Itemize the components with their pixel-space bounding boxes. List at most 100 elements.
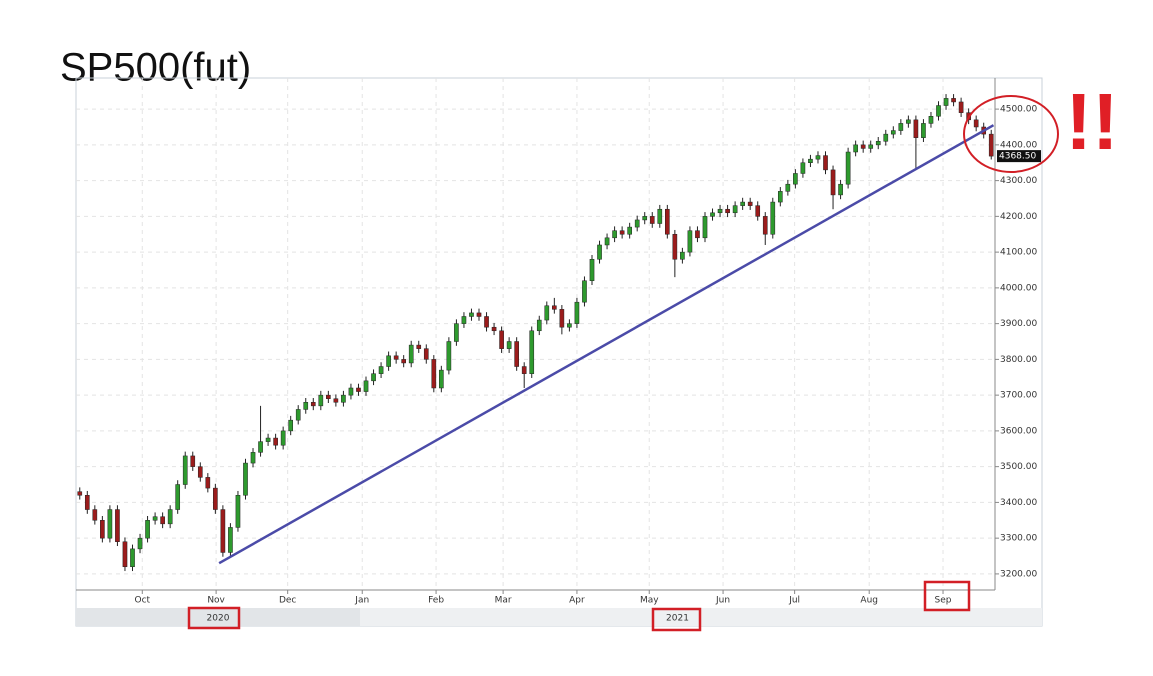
trend-line [218, 124, 995, 565]
candle-body [755, 205, 761, 217]
candle-body [167, 509, 173, 525]
candle-body [431, 359, 437, 389]
candle-body [258, 441, 263, 453]
candle-body [514, 341, 519, 367]
candle-body [122, 541, 128, 568]
candle-body [552, 305, 557, 310]
candle-body [92, 509, 98, 521]
candle-body [378, 366, 384, 374]
candle-body [250, 452, 256, 464]
candle-body [333, 398, 339, 403]
candle-body [988, 133, 994, 157]
candle-body [348, 387, 354, 396]
y-tick-label: 4300.00 [1000, 176, 1037, 186]
candle-body [100, 520, 105, 539]
y-tick-label: 3800.00 [1000, 355, 1037, 365]
candle-body [853, 144, 858, 153]
candle-body [205, 477, 211, 489]
candle-body [695, 230, 700, 239]
candle-body [785, 183, 791, 192]
x-tick-label: Oct [135, 596, 151, 606]
candle-body [310, 402, 316, 407]
candle-body [326, 394, 331, 399]
highlight-box [923, 580, 971, 612]
candle-body [634, 219, 640, 228]
candle-body [928, 116, 934, 124]
x-tick-label: Jul [788, 596, 800, 606]
highlight-box [651, 607, 702, 632]
candle-body [446, 341, 452, 371]
x-tick-label: Jan [354, 596, 369, 606]
candle-body [777, 191, 783, 203]
candle-body [280, 430, 286, 446]
candle-body [589, 259, 595, 281]
highlight-circle [963, 95, 1059, 173]
candle-body [243, 462, 248, 496]
candle-body [567, 323, 572, 328]
y-tick-label: 3400.00 [1000, 498, 1037, 508]
candle-body [913, 119, 919, 138]
candle-body [295, 409, 301, 421]
candle-body [559, 309, 565, 328]
chart-title: SP500(fut) [60, 46, 251, 90]
y-tick-label: 4500.00 [1000, 105, 1037, 115]
candle-body [951, 98, 956, 103]
candle-body [815, 155, 821, 160]
candle-body [175, 484, 181, 510]
candle-body [604, 237, 610, 246]
candle-body [356, 387, 361, 392]
candle-body [303, 402, 309, 410]
candle-body [265, 437, 271, 442]
candle-body [393, 355, 399, 360]
candle-body [732, 205, 738, 214]
candle-body [808, 158, 813, 163]
candle-body [860, 144, 866, 149]
candle-body [371, 373, 376, 382]
candle-body [288, 419, 294, 432]
candle-body [544, 305, 550, 321]
y-tick-label: 3200.00 [1000, 569, 1037, 579]
candle-body [657, 208, 663, 224]
candle-body [921, 123, 926, 138]
candle-body [740, 201, 745, 206]
candle-body [619, 230, 625, 235]
candle-body [273, 437, 278, 446]
candle-body [973, 119, 979, 128]
candle-body [499, 330, 504, 349]
x-tick-label: Mar [495, 596, 512, 606]
candle-body [649, 216, 655, 224]
candle-body [341, 394, 346, 403]
candle-body [469, 312, 474, 317]
candle-body [235, 495, 241, 528]
candle-body [883, 133, 889, 142]
candle-body [717, 208, 723, 214]
candle-body [672, 233, 678, 260]
x-tick-label: Nov [207, 596, 225, 606]
candle-body [77, 491, 83, 496]
candle-body [491, 326, 497, 332]
y-tick-label: 3300.00 [1000, 534, 1037, 544]
candle-body [220, 509, 226, 553]
candle-body [228, 527, 233, 553]
candle-body [747, 201, 753, 206]
x-tick-label: Sep [935, 596, 952, 606]
candle-body [868, 144, 874, 149]
candle-body [145, 520, 150, 539]
y-tick-label: 4200.00 [1000, 212, 1037, 222]
candle-body [665, 208, 670, 235]
x-tick-label: Dec [279, 596, 296, 606]
candle-body [454, 323, 459, 342]
candle-body [582, 280, 587, 303]
candle-body [439, 369, 444, 389]
candle-body [943, 98, 949, 106]
y-tick-label: 3700.00 [1000, 391, 1037, 401]
candle-body [845, 151, 851, 185]
year-label: 2020 [207, 614, 230, 624]
candle-body [936, 105, 941, 117]
candle-body [476, 312, 482, 317]
y-tick-label: 3900.00 [1000, 319, 1037, 329]
candle-body [898, 123, 904, 131]
candle-body [762, 216, 768, 235]
plot: 3200.00 3300.00 3400.00 3500.00 3600.00 3700.… [76, 78, 1041, 624]
